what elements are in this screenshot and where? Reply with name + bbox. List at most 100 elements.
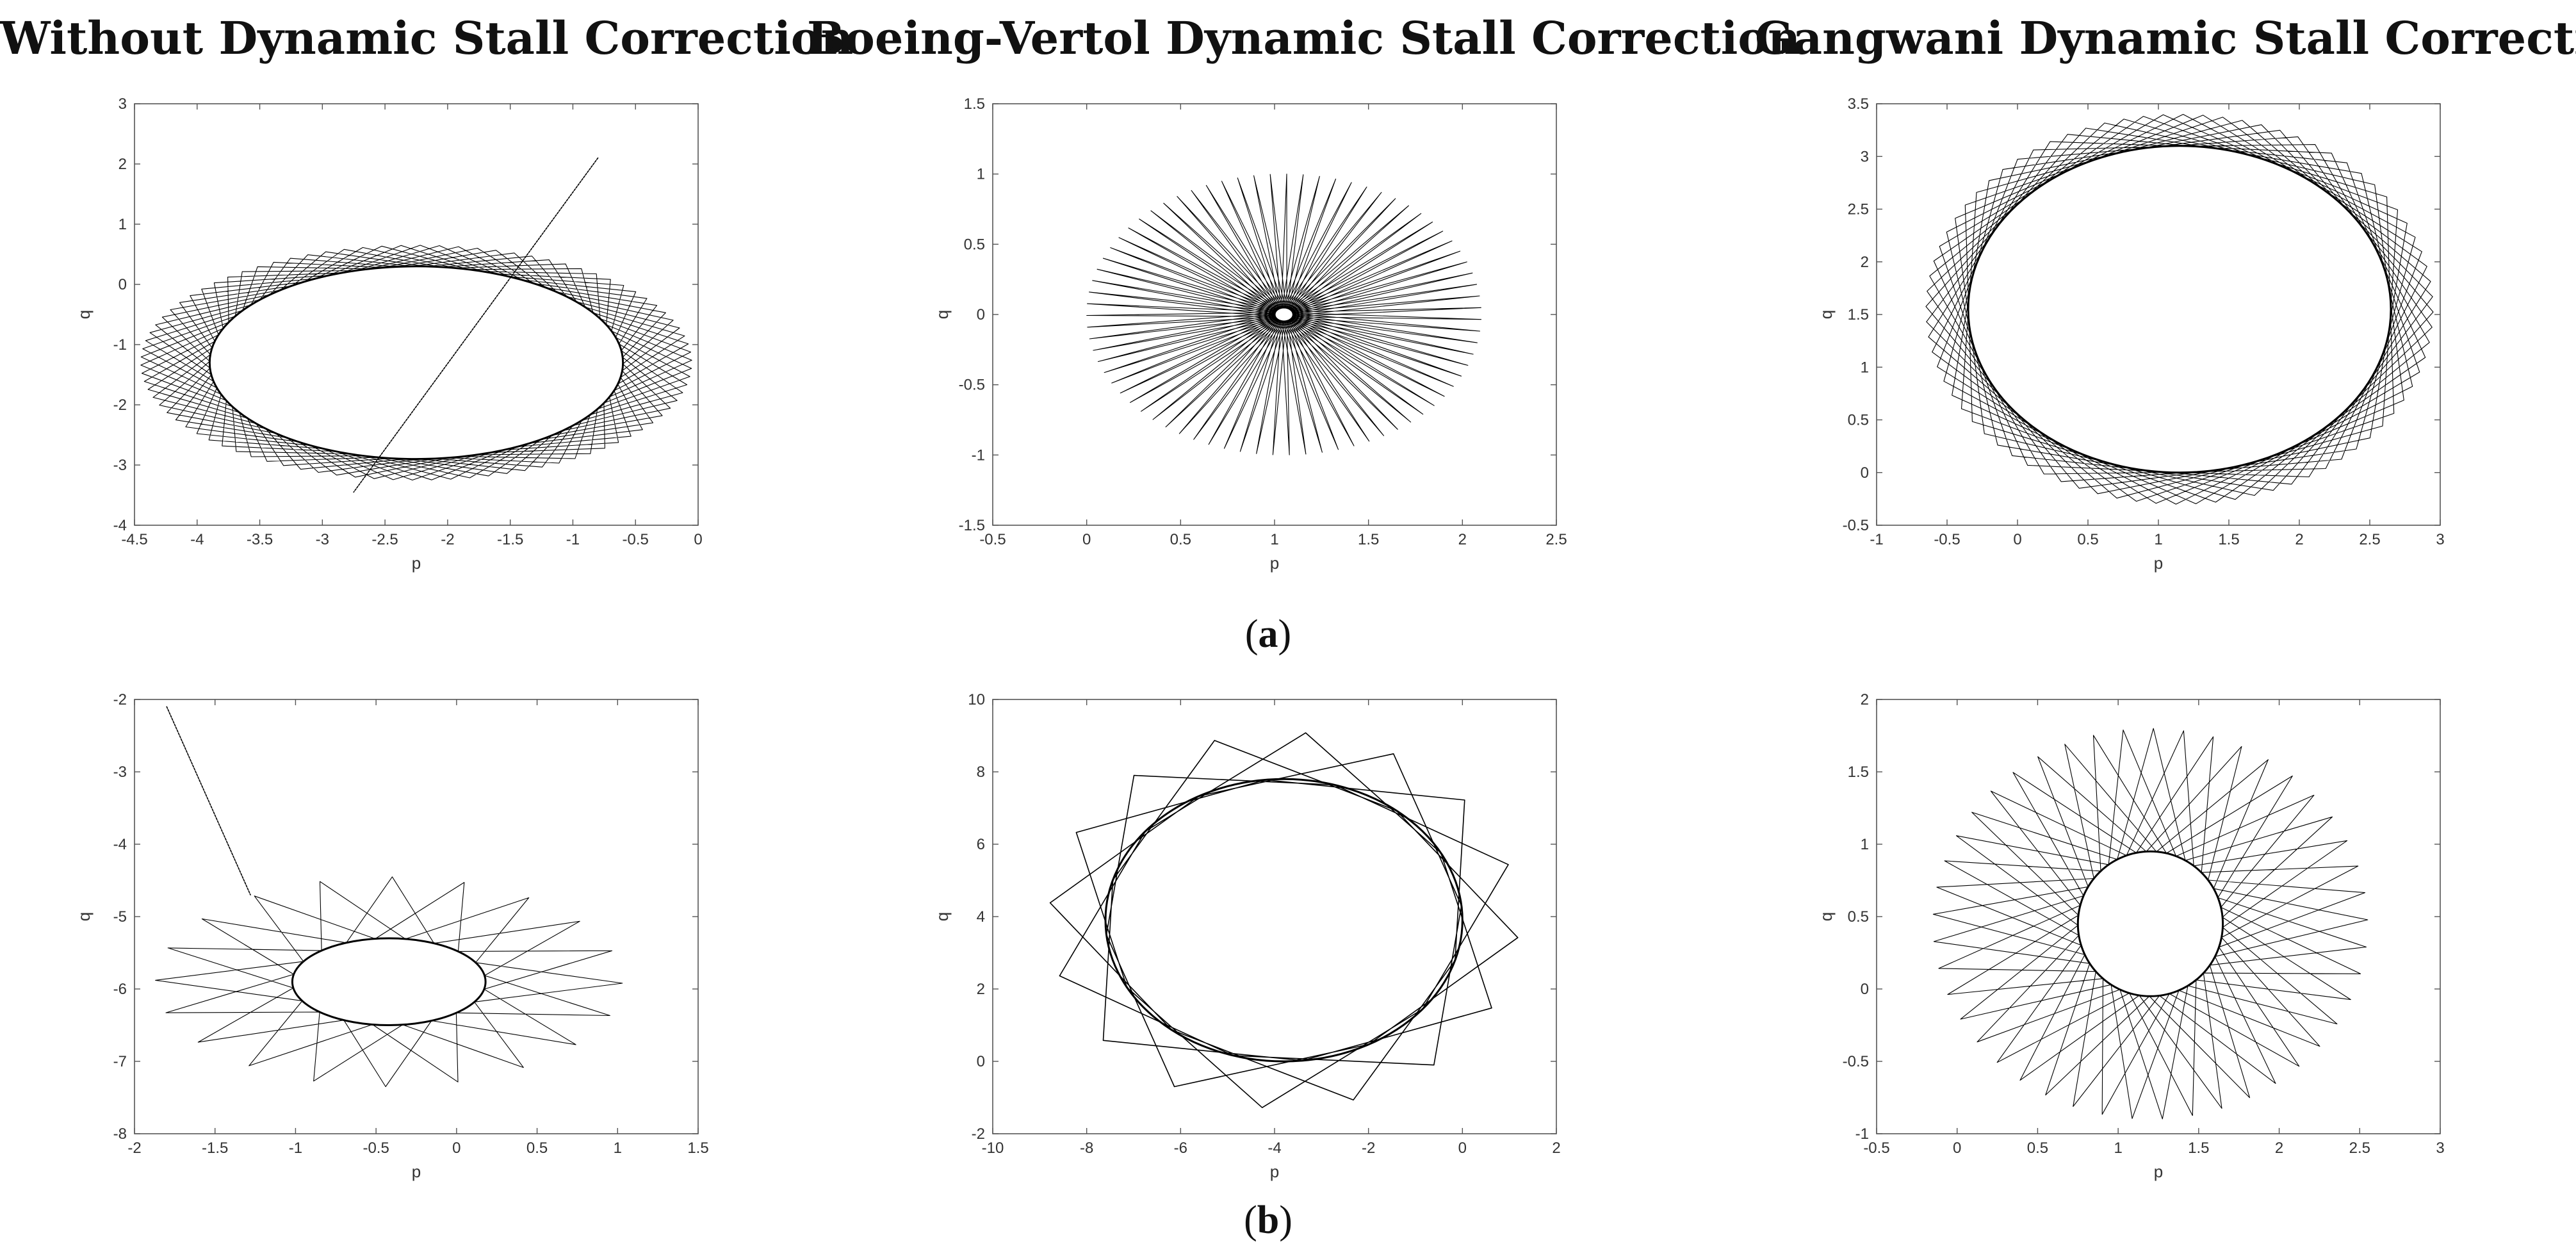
transient-line: [353, 157, 599, 493]
x-tick-label: 2: [1552, 1140, 1560, 1157]
row-label-b-letter: b: [1257, 1198, 1280, 1242]
inner-limit-cycle: [291, 937, 487, 1027]
x-tick-label: 2.5: [2349, 1140, 2370, 1157]
y-tick-label: -1: [113, 336, 127, 354]
y-axis-label: q: [74, 912, 94, 921]
inner-limit-cycle: [1967, 145, 2392, 474]
x-tick-label: -0.5: [363, 1140, 389, 1157]
y-tick-label: 0: [1861, 464, 1869, 482]
inner-limit-cycle: [2076, 850, 2224, 997]
x-tick-label: 1: [2154, 531, 2162, 548]
x-tick-label: -3.5: [247, 531, 273, 548]
y-tick-label: 0: [977, 306, 985, 323]
row-label-a-letter: a: [1258, 612, 1278, 656]
x-axis-label: p: [412, 1162, 421, 1181]
x-tick-label: 3: [2436, 1140, 2444, 1157]
y-tick-label: 0: [118, 276, 127, 293]
trajectory-trace: [1049, 732, 1519, 1108]
y-tick-label: 1.5: [1848, 764, 1869, 781]
chart-b-without-correction: -2 -1.5 -1 -0.5 0 0.5 1 1.5 -8 -7 -6 -5 -4 -3 -2 p q: [74, 691, 709, 1181]
y-axis-label: q: [1816, 310, 1836, 319]
column-title-boeing-vertol: Boeing-Vertol Dynamic Stall Correction: [807, 12, 1800, 65]
y-tick-label: -1: [972, 446, 985, 464]
y-tick-label: -4: [113, 517, 127, 534]
x-tick-label: 2: [2275, 1140, 2283, 1157]
x-tick-label: 1.5: [687, 1140, 708, 1157]
y-tick-label: 1: [118, 216, 127, 233]
row-label-a-close: ): [1278, 612, 1292, 656]
column-title-gangwani: Gangwani Dynamic Stall Correction: [1755, 12, 2576, 65]
x-tick-label: 0: [1082, 531, 1091, 548]
x-tick-label: -0.5: [979, 531, 1006, 548]
x-tick-label: -2: [441, 531, 454, 548]
y-tick-label: 6: [977, 836, 985, 853]
y-tick-label: 0.5: [964, 236, 985, 253]
transient-line: [166, 706, 251, 895]
y-tick-label: 10: [968, 691, 985, 708]
x-tick-label: 2: [1458, 531, 1467, 548]
x-tick-label: 0: [1458, 1140, 1467, 1157]
row-label-a-open: (: [1244, 612, 1259, 656]
y-axis-label: q: [1816, 912, 1836, 921]
x-tick-label: -1: [1870, 531, 1883, 548]
y-axis-label: q: [933, 912, 952, 921]
inner-limit-cycle: [1104, 778, 1463, 1063]
inner-limit-cycle: [1273, 306, 1294, 323]
y-tick-label: -2: [972, 1125, 985, 1143]
y-tick-label: -2: [113, 396, 127, 414]
x-tick-label: 0.5: [2027, 1140, 2048, 1157]
y-tick-label: -1.5: [959, 517, 985, 534]
y-tick-label: -6: [113, 981, 127, 998]
y-tick-label: 2: [977, 981, 985, 998]
chart-a-gangwani: -1 -0.5 0 0.5 1 1.5 2 2.5 3-0.500.511.522.533.5p…: [1816, 95, 2445, 573]
y-tick-label: 0: [977, 1053, 985, 1070]
x-tick-label: 1: [1270, 531, 1278, 548]
x-tick-label: -4.5: [121, 531, 147, 548]
row-label-b: (b): [1204, 1191, 1332, 1249]
x-tick-label: -0.5: [1863, 1140, 1889, 1157]
trajectory-trace: [140, 245, 692, 481]
x-tick-label: 0: [1953, 1140, 1961, 1157]
x-tick-label: 1.5: [2188, 1140, 2209, 1157]
x-tick-label: -8: [1080, 1140, 1093, 1157]
x-tick-label: -4: [1268, 1140, 1281, 1157]
plot-frame: [1876, 699, 2441, 1134]
y-tick-label: 0: [1861, 981, 1869, 998]
x-tick-label: -4: [190, 531, 204, 548]
y-tick-label: -1: [1855, 1125, 1869, 1143]
y-tick-label: 8: [977, 764, 985, 781]
x-tick-label: 1.5: [2218, 531, 2239, 548]
y-tick-label: 1: [1861, 359, 1869, 376]
plot-frame: [134, 699, 699, 1134]
y-tick-label: 4: [977, 908, 985, 926]
x-tick-label: 1.5: [1358, 531, 1379, 548]
x-tick-label: 2.5: [1545, 531, 1567, 548]
plot-frame: [1876, 103, 2441, 526]
x-tick-label: -2.5: [371, 531, 398, 548]
x-axis-label: p: [1270, 1162, 1279, 1181]
x-tick-label: -1.5: [497, 531, 523, 548]
x-tick-label: 0.5: [526, 1140, 548, 1157]
y-tick-label: -0.5: [959, 377, 985, 394]
y-tick-label: 1.5: [1848, 306, 1869, 323]
y-tick-label: -2: [113, 691, 127, 708]
x-tick-label: -10: [982, 1140, 1004, 1157]
x-axis-label: p: [2154, 553, 2163, 573]
y-tick-label: -4: [113, 836, 127, 853]
y-tick-label: 2.5: [1848, 201, 1869, 218]
x-tick-label: 2: [2295, 531, 2303, 548]
x-tick-label: 0: [694, 531, 702, 548]
chart-b-boeing-vertol: -10 -8 -6 -4 -2 0 2 -2 0 2 4 6 8 10 p q: [933, 691, 1561, 1181]
x-axis-label: p: [2154, 1162, 2163, 1181]
y-axis-label: q: [74, 310, 94, 319]
x-tick-label: -0.5: [1934, 531, 1960, 548]
x-tick-label: 0.5: [1170, 531, 1191, 548]
y-tick-label: -3: [113, 457, 127, 474]
x-tick-label: 0: [452, 1140, 461, 1157]
x-tick-label: -6: [1174, 1140, 1187, 1157]
y-tick-label: 2: [1861, 691, 1869, 708]
y-tick-label: -7: [113, 1053, 127, 1070]
y-tick-label: 2: [118, 156, 127, 173]
column-title-without-correction: Without Dynamic Stall Correction: [0, 12, 854, 65]
x-tick-label: -1: [566, 531, 580, 548]
